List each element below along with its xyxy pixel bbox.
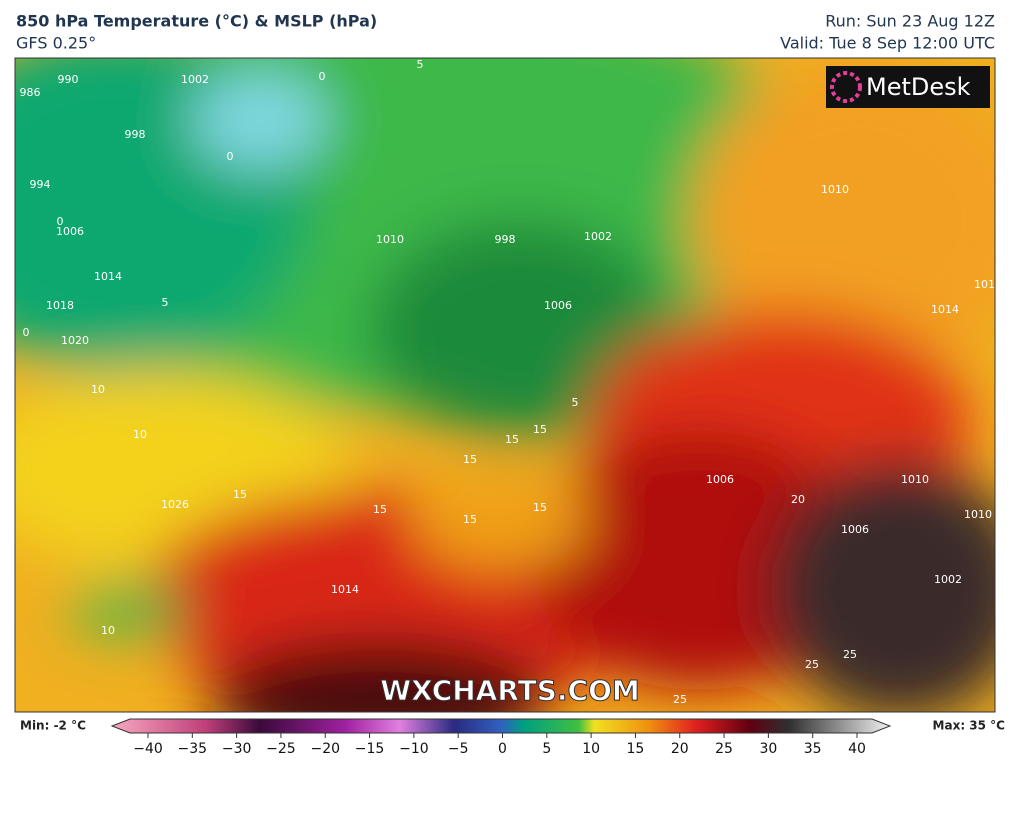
contour-label: 0	[227, 150, 234, 163]
contour-label: 990	[58, 73, 79, 86]
contour-label: 15	[533, 501, 547, 514]
contour-label: 5	[162, 296, 169, 309]
subtitle: GFS 0.25°	[16, 34, 96, 53]
contour-label: 0	[23, 326, 30, 339]
tick-label: 25	[715, 741, 733, 757]
contour-label: 1014	[931, 303, 959, 316]
tick-label: 35	[804, 741, 822, 757]
valid: Valid: Tue 8 Sep 12:00 UTC	[780, 34, 995, 53]
tick-label: −5	[448, 741, 469, 757]
tick-label: 5	[542, 741, 551, 757]
tick-label: 0	[498, 741, 507, 757]
colorbar	[110, 718, 892, 734]
contour-label: 1020	[61, 334, 89, 347]
contour-label: 1010	[821, 183, 849, 196]
contour-label: 0	[57, 215, 64, 228]
contour-label: 1010	[901, 473, 929, 486]
contour-label: 1010	[376, 233, 404, 246]
tick-label: −35	[178, 741, 208, 757]
contour-label: 15	[505, 433, 519, 446]
contour-label: 25	[673, 693, 687, 706]
contour-label: 15	[373, 503, 387, 516]
legend-max: Max: 35 °C	[933, 719, 1006, 733]
tick-label: 15	[627, 741, 645, 757]
tick-label: −20	[310, 741, 340, 757]
contour-label: 1018	[974, 278, 1002, 291]
contour-label: 10	[91, 383, 105, 396]
tick-label: 10	[582, 741, 600, 757]
contour-label: 1002	[584, 230, 612, 243]
contour-label: 25	[805, 658, 819, 671]
contour-label: 1006	[841, 523, 869, 536]
tick-label: 40	[848, 741, 866, 757]
watermark: WXCHARTS.COM	[380, 674, 640, 707]
contour-label: 15	[533, 423, 547, 436]
map	[15, 58, 995, 712]
contour-label: 1014	[94, 270, 122, 283]
contour-label: 1006	[706, 473, 734, 486]
tick-label: −40	[133, 741, 163, 757]
tick-label: −30	[222, 741, 252, 757]
contour-label: 1002	[181, 73, 209, 86]
contour-label: 986	[20, 86, 41, 99]
contour-label: 1006	[56, 225, 84, 238]
contour-label: 15	[463, 513, 477, 526]
tick-label: 20	[671, 741, 689, 757]
tick-label: −15	[355, 741, 385, 757]
tick-label: 30	[759, 741, 777, 757]
contour-label: 10	[101, 624, 115, 637]
contour-label: 20	[791, 493, 805, 506]
contour-label: 0	[319, 70, 326, 83]
contour-label: 15	[233, 488, 247, 501]
contour-label: 25	[843, 648, 857, 661]
tick-label: −25	[266, 741, 296, 757]
contour-label: 998	[125, 128, 146, 141]
contour-label: 10	[133, 428, 147, 441]
contour-label: 1002	[934, 573, 962, 586]
logo: MetDesk	[866, 73, 971, 101]
contour-label: 994	[30, 178, 51, 191]
contour-label: 5	[572, 396, 579, 409]
title: 850 hPa Temperature (°C) & MSLP (hPa)	[16, 12, 377, 31]
contour-label: 1026	[161, 498, 189, 511]
contour-label: 1014	[331, 583, 359, 596]
contour-label: 5	[417, 58, 424, 71]
logo-icon	[830, 71, 862, 103]
contour-label: 1006	[544, 299, 572, 312]
tick-label: −10	[399, 741, 429, 757]
contour-label: 1018	[46, 299, 74, 312]
map-frame	[14, 57, 996, 713]
contour-label: 998	[495, 233, 516, 246]
contour-label: 15	[463, 453, 477, 466]
contour-label: 1010	[964, 508, 992, 521]
run: Run: Sun 23 Aug 12Z	[825, 12, 995, 31]
legend-min: Min: -2 °C	[20, 719, 86, 733]
